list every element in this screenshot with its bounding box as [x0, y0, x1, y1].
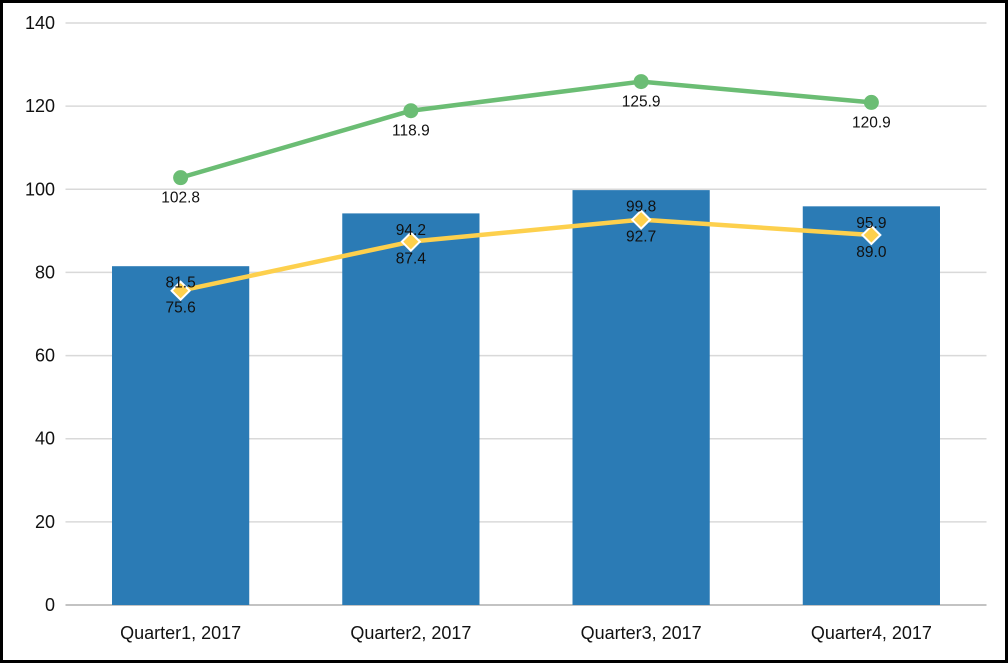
bar-value-label: 81.5 [166, 275, 196, 292]
y-tick-label: 80 [35, 262, 55, 282]
x-category-label: Quarter1, 2017 [120, 623, 241, 643]
bar [342, 213, 480, 605]
yellow-line-value-label: 87.4 [396, 251, 427, 268]
green-line-value-label: 125.9 [622, 94, 661, 111]
yellow-line [178, 217, 874, 293]
yellow-line-marker-icon [630, 209, 652, 231]
y-tick-label: 100 [25, 179, 55, 199]
green-line-value-label: 120.9 [852, 114, 891, 131]
green-line-marker-icon [173, 170, 189, 186]
x-category-label: Quarter4, 2017 [811, 623, 932, 643]
yellow-line-value-label: 75.6 [166, 300, 196, 317]
y-tick-label: 40 [35, 429, 55, 449]
x-category-label: Quarter2, 2017 [350, 623, 471, 643]
green-line-value-label: 118.9 [392, 123, 430, 140]
yellow-line-marker-icon [170, 280, 192, 302]
yellow-line-value-label: 89.0 [856, 244, 887, 261]
green-line [178, 79, 874, 180]
yellow-line-marker-icon [400, 231, 422, 253]
green-line-value-label: 102.8 [161, 190, 200, 207]
y-tick-label: 60 [35, 346, 55, 366]
y-tick-label: 140 [25, 13, 55, 33]
bar-value-label: 99.8 [626, 199, 656, 216]
y-tick-label: 120 [25, 96, 55, 116]
yellow-line-marker-icon [860, 224, 882, 246]
yellow-line-value-label: 92.7 [626, 229, 656, 246]
y-tick-label: 0 [45, 595, 55, 615]
bar [802, 206, 940, 605]
bar-value-label: 94.2 [396, 222, 426, 239]
bar-value-label: 95.9 [856, 215, 886, 232]
green-line-marker-icon [403, 103, 419, 119]
green-line-marker-icon [633, 74, 649, 90]
x-category-label: Quarter3, 2017 [581, 623, 702, 643]
y-tick-label: 20 [35, 512, 55, 532]
bar [572, 190, 710, 606]
bar [112, 266, 250, 605]
green-line-marker-icon [863, 94, 879, 110]
